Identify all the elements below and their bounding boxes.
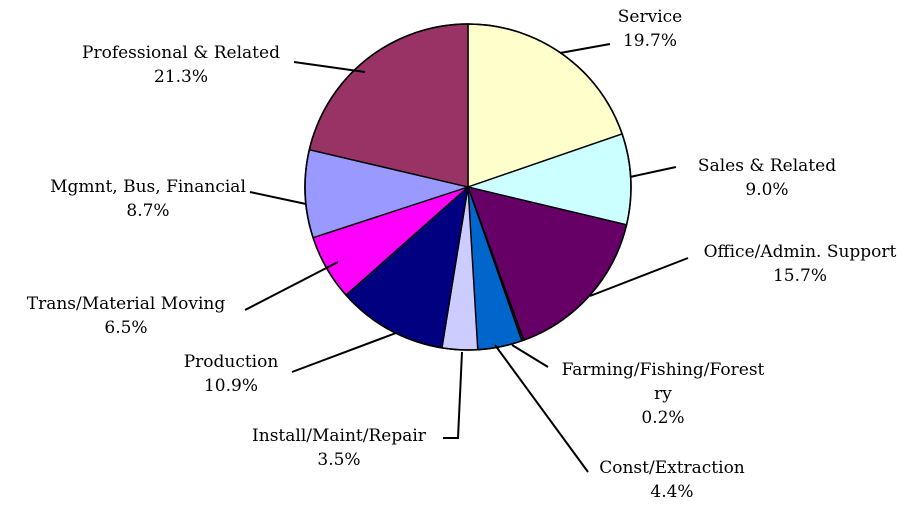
leader-line-mgmnt-bus-financial [249, 191, 307, 205]
leader-line-const-extraction [494, 344, 589, 473]
pie-slices [304, 23, 632, 351]
slice-percent-label: 9.0% [745, 180, 788, 200]
slice-labels: Service 19.7% Sales & Related 9.0% Office/Ad… [27, 7, 897, 502]
slice-label-sales-related: Sales & Related 9.0% [698, 156, 836, 200]
leader-line-office-admin-support [589, 257, 689, 297]
slice-percent-label: 4.4% [650, 482, 693, 502]
leader-line-production [291, 332, 397, 373]
leader-line-farming-fishing-forestry [511, 344, 549, 368]
pie-outline [304, 23, 632, 351]
slice-percent-label: 8.7% [126, 201, 169, 221]
leader-line-trans-material-moving [244, 261, 339, 311]
leader-line-service [559, 43, 611, 54]
slice-label-production: Production 10.9% [184, 352, 279, 396]
leader-line-professional-related [293, 61, 366, 73]
slice-name-label: Const/Extraction [599, 458, 745, 478]
slice-percent-label: 15.7% [773, 266, 827, 286]
leader-lines [244, 43, 689, 473]
leader-line-install-maint-repair [443, 351, 463, 439]
slice-label-mgmnt-bus-financial: Mgmnt, Bus, Financial 8.7% [50, 177, 246, 221]
slice-name-label: Sales & Related [698, 156, 836, 176]
slice-name-label: Professional & Related [82, 43, 280, 63]
slice-label-const-extraction: Const/Extraction 4.4% [599, 458, 745, 502]
slice-name-label: Production [184, 352, 279, 372]
slice-percent-label: 10.9% [204, 376, 258, 396]
slice-percent-label: 19.7% [623, 31, 677, 51]
slice-label-office-admin-support: Office/Admin. Support 15.7% [704, 242, 897, 286]
slice-percent-label: 0.2% [641, 408, 684, 428]
slice-name-label: Install/Maint/Repair [252, 426, 427, 446]
leader-line-sales-related [629, 166, 677, 178]
slice-percent-label: 3.5% [317, 450, 360, 470]
slice-label-service: Service 19.7% [618, 7, 682, 51]
slice-name-label: Mgmnt, Bus, Financial [50, 177, 246, 197]
slice-percent-label: 21.3% [154, 67, 208, 87]
slice-label-install-maint-repair: Install/Maint/Repair 3.5% [252, 426, 427, 470]
slice-name-label: Service [618, 7, 682, 27]
slice-label-professional-related: Professional & Related 21.3% [82, 43, 280, 87]
slice-name-label: ry [654, 384, 672, 404]
slice-label-farming-fishing-forestry: Farming/Fishing/Forest ry 0.2% [562, 360, 765, 428]
slice-name-label: Trans/Material Moving [27, 294, 226, 314]
slice-percent-label: 6.5% [104, 318, 147, 338]
slice-name-label: Office/Admin. Support [704, 242, 897, 262]
slice-name-label: Farming/Fishing/Forest [562, 360, 765, 380]
slice-label-trans-material-moving: Trans/Material Moving 6.5% [27, 294, 226, 338]
